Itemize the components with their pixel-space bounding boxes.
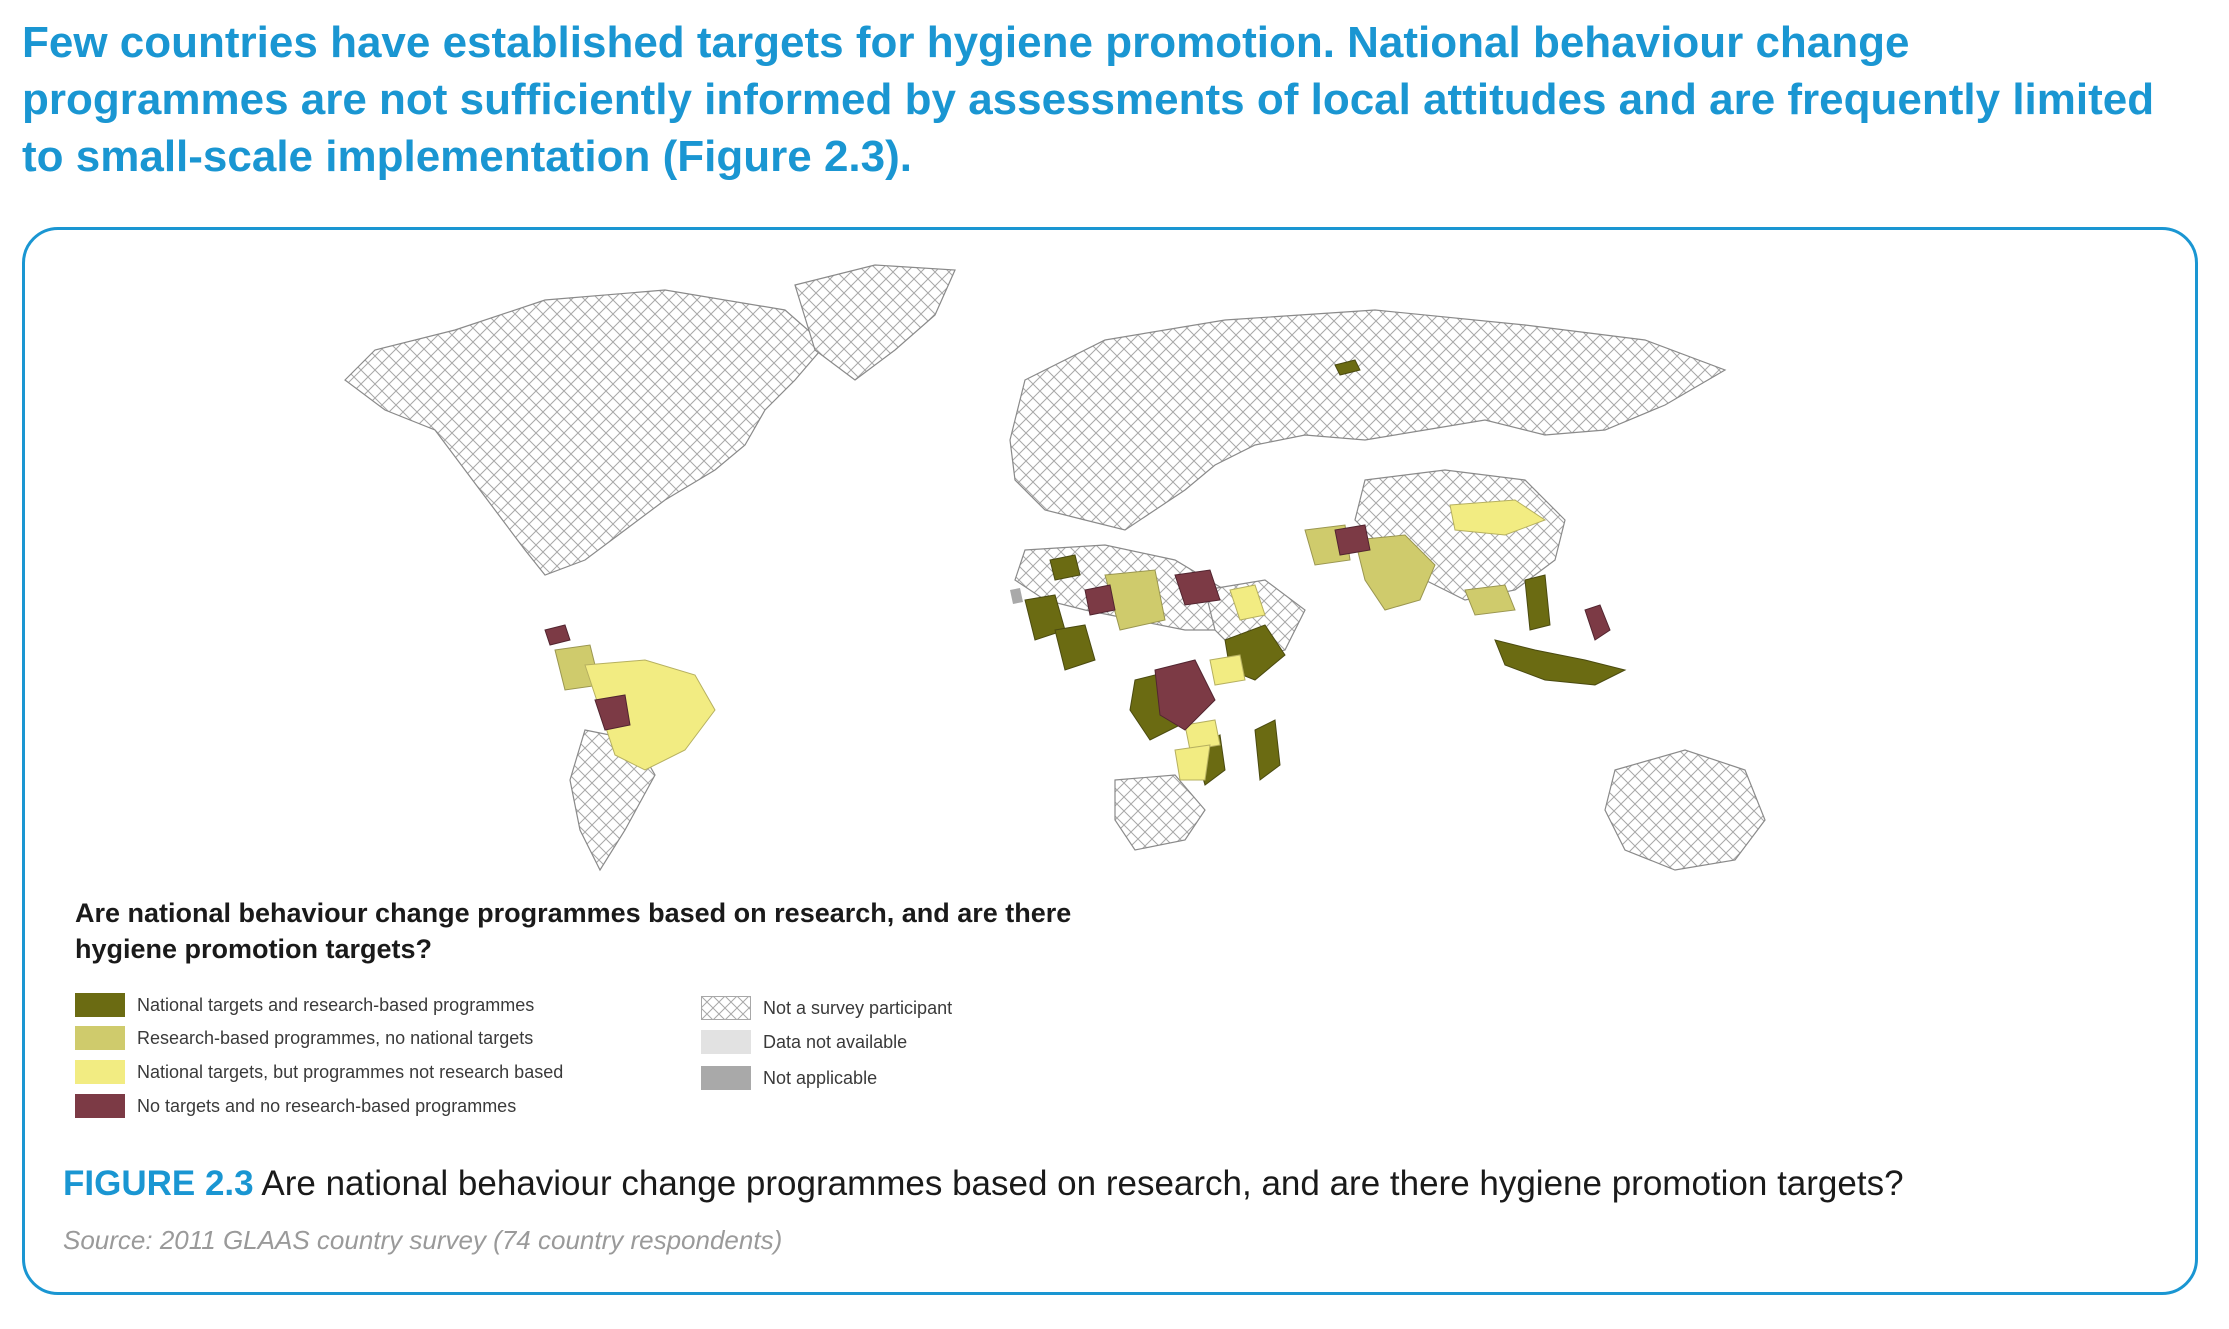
legend-swatch (75, 1060, 125, 1084)
legend-label: Data not available (763, 1031, 908, 1052)
legend-title: Are national behaviour change programmes… (75, 898, 1072, 964)
country-category-targets-not-research (584, 499, 1547, 781)
region-eurasia-north (1009, 309, 1727, 531)
legend-swatch (75, 993, 125, 1017)
country-category-not-applicable (1010, 588, 1023, 604)
legend-label: No targets and no research-based program… (137, 1095, 517, 1116)
figure-panel: Are national behaviour change programmes… (22, 227, 2198, 1295)
legend-item-national-targets-research: National targets and research-based prog… (75, 992, 534, 1018)
legend-label: Not applicable (763, 1067, 878, 1088)
legend-swatch (75, 1094, 125, 1118)
legend-label: National targets and research-based prog… (137, 994, 535, 1015)
world-map (344, 264, 1766, 872)
legend-item-research-no-targets: Research-based programmes, no national t… (75, 1025, 533, 1051)
region-bolivia (594, 694, 631, 731)
region-mongolia (1449, 499, 1547, 536)
legend-label: Not a survey participant (763, 997, 953, 1018)
legend-swatch (701, 1066, 751, 1090)
region-southern-africa (1114, 774, 1206, 851)
legend-label: Research-based programmes, no national t… (137, 1027, 534, 1048)
legend-label: National targets, but programmes not res… (137, 1061, 564, 1082)
non-participant-land (344, 264, 1766, 872)
region-north-america (344, 289, 826, 576)
figure-caption: FIGURE 2.3 Are national behaviour change… (63, 1162, 2193, 1206)
legend-swatch-hatch (701, 996, 751, 1020)
country-category-no-targets-no-research (544, 524, 1611, 731)
region-greenland (794, 264, 956, 381)
legend-item-data-not-available: Data not available (701, 1029, 907, 1055)
legend-swatch (701, 1030, 751, 1054)
figure-caption-text: Are national behaviour change programmes… (253, 1164, 1904, 1203)
figure-caption-label: FIGURE 2.3 (63, 1164, 254, 1203)
legend-item-not-applicable: Not applicable (701, 1065, 877, 1091)
legend-item-targets-not-research: National targets, but programmes not res… (75, 1059, 563, 1085)
source-note: Source: 2011 GLAAS country survey (74 co… (63, 1225, 783, 1255)
legend-item-no-targets-no-research: No targets and no research-based program… (75, 1093, 516, 1119)
region-australia (1604, 749, 1766, 871)
intro-paragraph: Few countries have established targets f… (22, 18, 2155, 181)
region-dr-congo (1154, 659, 1216, 731)
legend-swatch (75, 1026, 125, 1050)
legend-item-not-participant: Not a survey participant (701, 995, 952, 1021)
country-category-research-no-targets (554, 524, 1516, 691)
